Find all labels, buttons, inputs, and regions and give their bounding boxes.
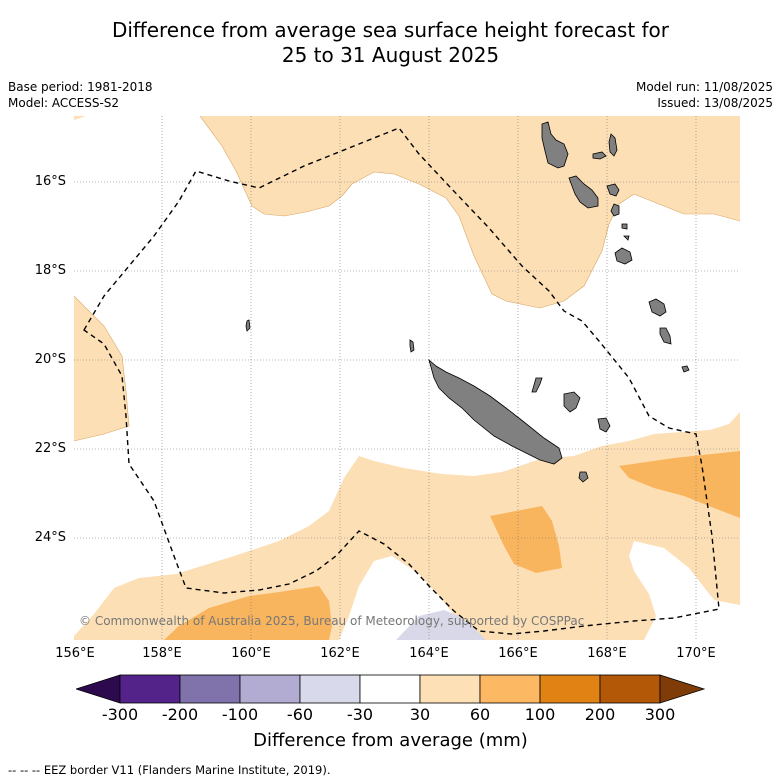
- graticule: [74, 116, 740, 640]
- eez-legend: -- -- -- EEZ border V11 (Flanders Marine…: [8, 763, 331, 777]
- vanuatu-island-small-5: [623, 235, 630, 241]
- lat-label-20s: 20°S: [34, 352, 66, 367]
- lon-label-160e: 160°E: [231, 646, 271, 661]
- map-title: Difference from average sea surface heig…: [0, 18, 781, 68]
- loyalty-island-mid: [659, 327, 672, 345]
- copyright-notice: © Commonwealth of Australia 2025, Bureau…: [79, 614, 585, 628]
- colorbar-segment: [599, 674, 661, 704]
- colorbar-tick-label: -200: [161, 705, 199, 724]
- colorbar-tick-label: -30: [346, 705, 374, 724]
- colorbar-tick-label: 200: [584, 705, 616, 724]
- colorbar-segment: [179, 674, 241, 704]
- colorbar-extend-high: [659, 674, 706, 704]
- colorbar-title: Difference from average (mm): [253, 730, 528, 751]
- colorbar-extend-low: [76, 674, 121, 704]
- ile-des-pins: [578, 471, 589, 483]
- islet-west-2: [409, 339, 415, 353]
- vanuatu-erromango: [614, 247, 633, 265]
- loyalty-island-north: [648, 298, 667, 317]
- vanuatu-island-small-2: [608, 133, 618, 157]
- colorbar-segment: [299, 674, 361, 704]
- meta-right: Model run: 11/08/2025 Issued: 13/08/2025: [636, 79, 773, 111]
- anomaly-region-southwest: [164, 586, 332, 640]
- colorbar-segment: [539, 674, 601, 704]
- colorbar-segment: [479, 674, 541, 704]
- anomaly-60-100-regions: [164, 451, 740, 640]
- sea-surface-height-map: [74, 116, 740, 640]
- lon-label-162e: 162°E: [320, 646, 360, 661]
- title-line-1: Difference from average sea surface heig…: [111, 18, 670, 42]
- vanuatu-malekula: [568, 175, 599, 209]
- colorbar-segment: [419, 674, 481, 704]
- anomaly-region-center-south: [490, 506, 562, 573]
- meta-left: Base period: 1981-2018 Model: ACCESS-S2: [8, 79, 153, 111]
- colorbar-tick-label: -300: [101, 705, 139, 724]
- lon-label-168e: 168°E: [587, 646, 627, 661]
- lat-label-16s: 16°S: [34, 174, 66, 189]
- colorbar-tick-label: -60: [286, 705, 314, 724]
- loyalty-island-lifou: [563, 391, 581, 413]
- colorbar-tick-label: 30: [409, 705, 431, 724]
- base-period: Base period: 1981-2018: [8, 80, 153, 94]
- vanuatu-espiritu-santo: [541, 121, 569, 169]
- lon-label-166e: 166°E: [498, 646, 538, 661]
- colorbar-tick-label: 300: [644, 705, 676, 724]
- lat-label-22s: 22°S: [34, 441, 66, 456]
- lon-label-170e: 170°E: [676, 646, 716, 661]
- land-masses: [245, 121, 690, 483]
- issued-date: Issued: 13/08/2025: [657, 96, 773, 110]
- loyalty-island-mare: [597, 417, 611, 433]
- colorbar-segment: [119, 674, 181, 704]
- anomaly-region-east: [619, 451, 740, 518]
- vanuatu-island-small-4: [621, 223, 628, 230]
- lat-label-24s: 24°S: [34, 530, 66, 545]
- anomaly-region-south: [74, 412, 740, 640]
- model-name: Model: ACCESS-S2: [8, 96, 120, 110]
- vanuatu-efate: [610, 203, 620, 217]
- loyalty-island-ouvea: [531, 377, 543, 393]
- lat-label-18s: 18°S: [34, 263, 66, 278]
- lon-label-164e: 164°E: [409, 646, 449, 661]
- colorbar-tick-label: -100: [221, 705, 259, 724]
- vanuatu-island-small-1: [592, 151, 607, 160]
- anomaly-region-north: [200, 116, 740, 308]
- islet-west-1: [245, 319, 251, 332]
- anomaly-30-60-regions: [74, 116, 740, 640]
- anomaly-negative-region: [396, 610, 486, 640]
- vanuatu-island-small-3: [606, 183, 620, 197]
- colorbar-segment: [359, 674, 421, 704]
- colorbar-segment: [239, 674, 301, 704]
- lon-label-158e: 158°E: [142, 646, 182, 661]
- loyalty-island-small: [681, 365, 690, 373]
- eez-border: [83, 127, 720, 635]
- colorbar-tick-label: 60: [469, 705, 491, 724]
- contour-lines: [74, 116, 740, 442]
- anomaly-region-top-left: [74, 116, 86, 120]
- lon-label-156e: 156°E: [55, 646, 95, 661]
- colorbar: [76, 674, 706, 704]
- model-run: Model run: 11/08/2025: [635, 80, 773, 94]
- colorbar-tick-label: 100: [524, 705, 556, 724]
- title-line-2: 25 to 31 August 2025: [281, 43, 500, 67]
- new-caledonia-grande-terre: [428, 358, 563, 465]
